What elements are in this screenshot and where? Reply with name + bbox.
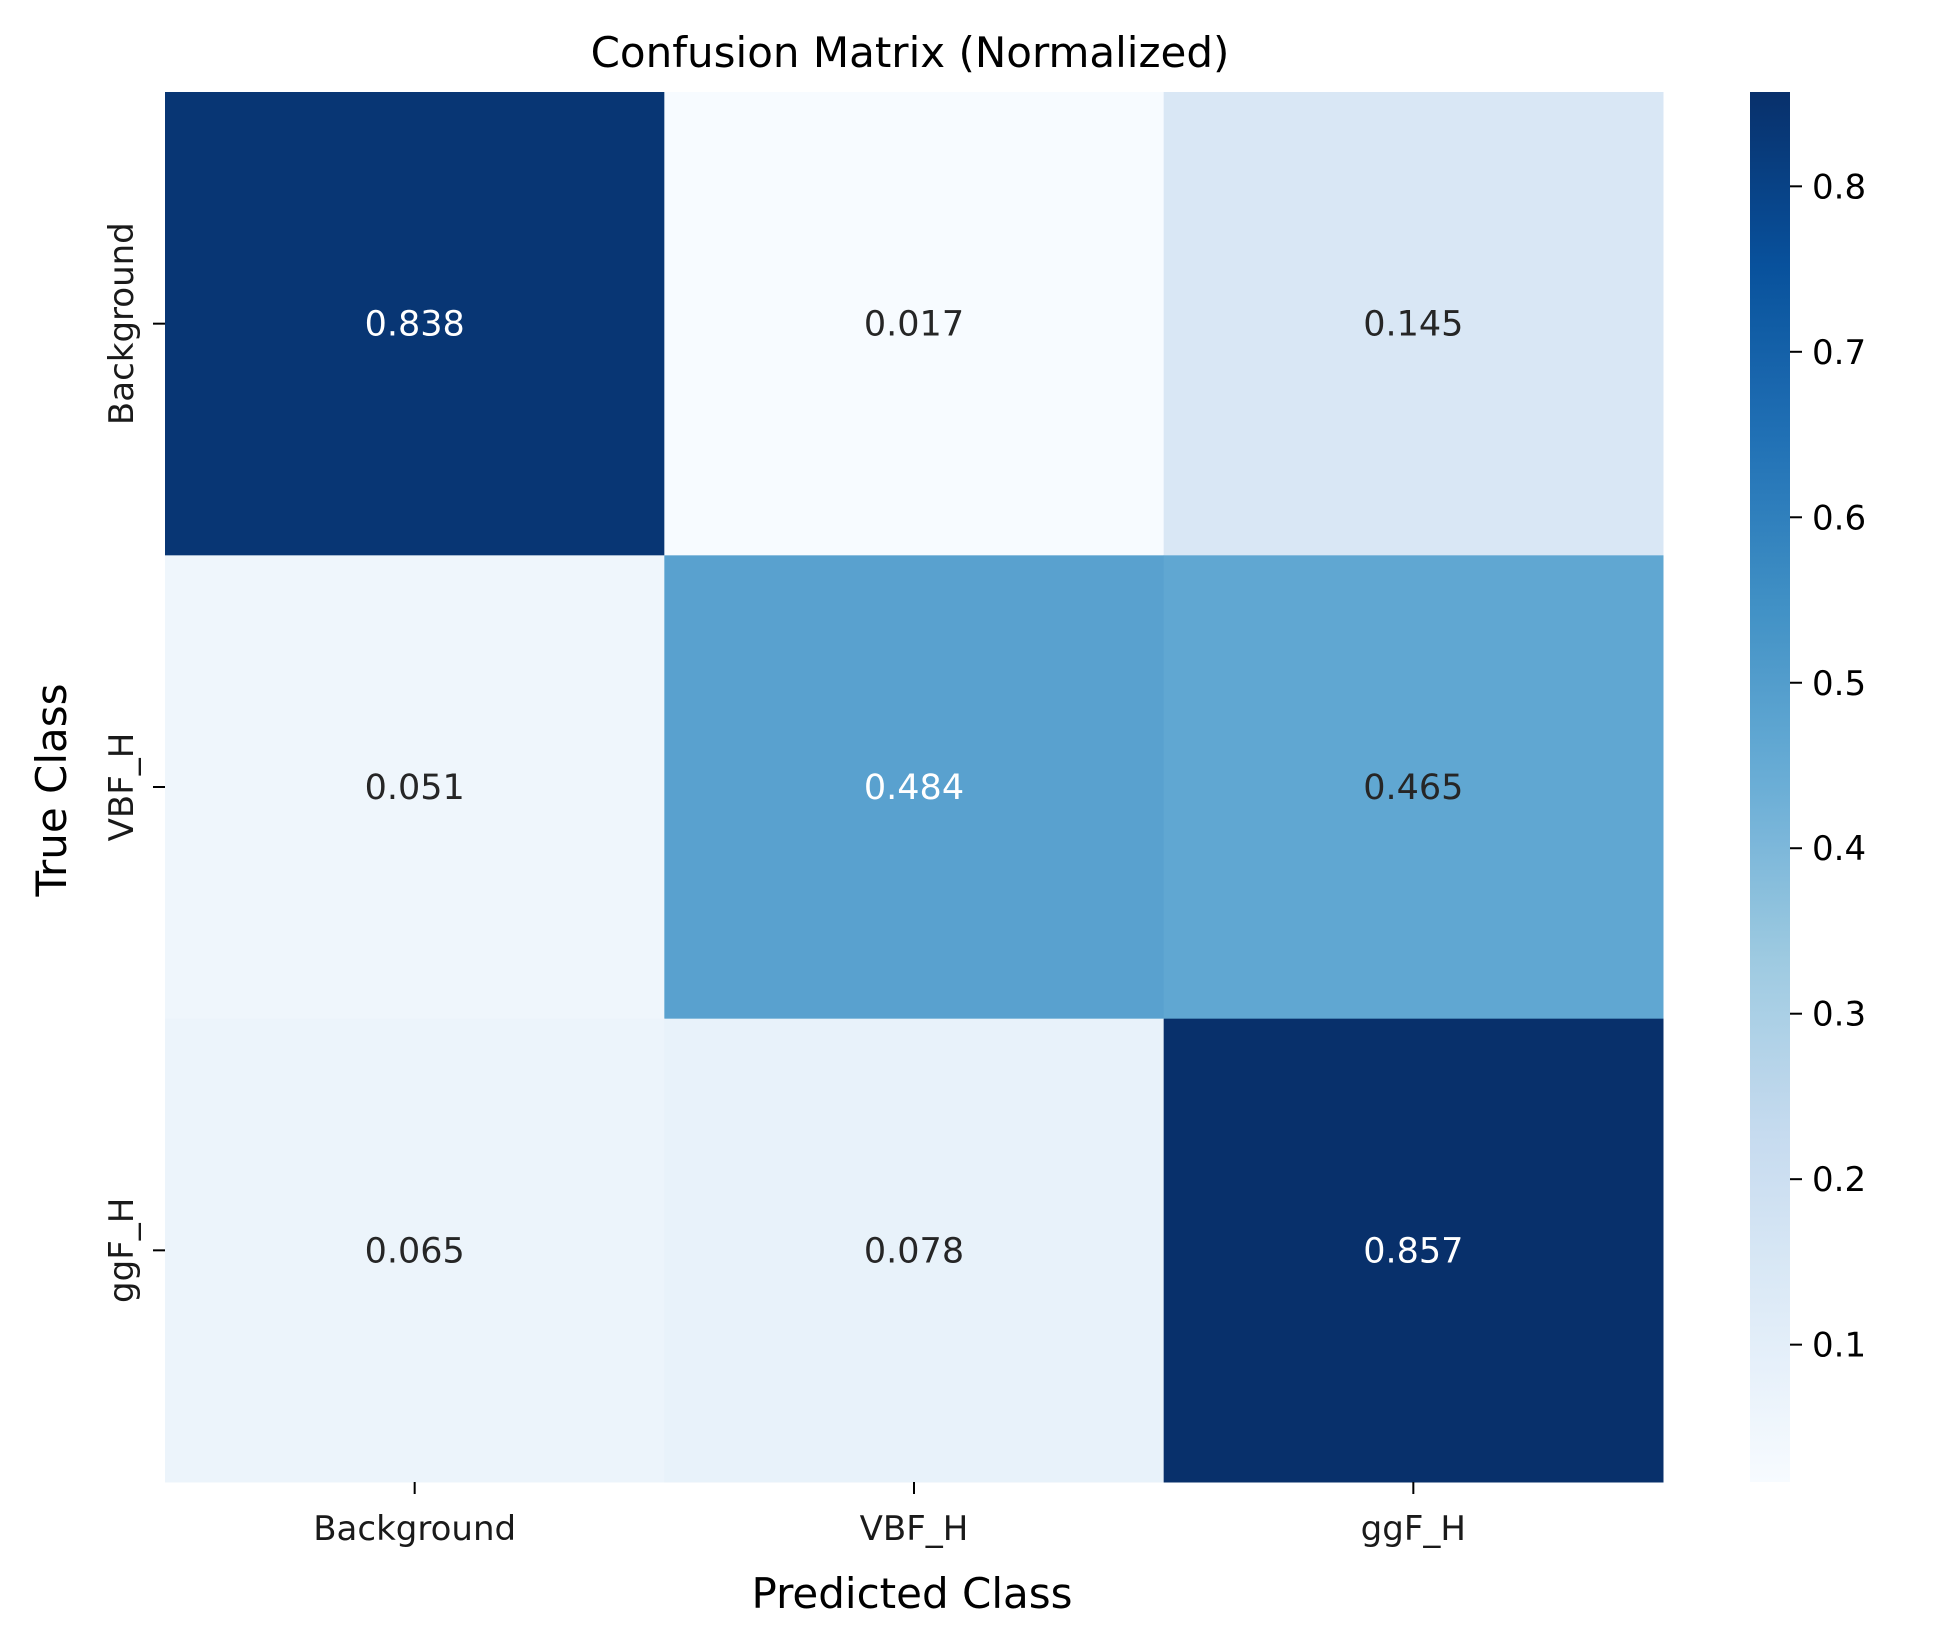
cell-value-label: 0.465: [1363, 768, 1463, 808]
heatmap-cell: [664, 555, 1165, 1020]
heatmap-cell-labels: 0.838 0.017 0.145 0.051 0.484 0.465 0.065 0.078…: [365, 305, 1464, 1272]
heatmap-cell: [1163, 92, 1664, 556]
x-axis: Background VBF_H ggF_H: [313, 1482, 1466, 1549]
cell-value-label: 0.065: [365, 1231, 465, 1271]
colorbar-tick-label: 0.3: [1812, 995, 1866, 1035]
x-tick-label: VBF_H: [860, 1509, 969, 1549]
cell-value-label: 0.857: [1363, 1231, 1463, 1271]
cell-value-label: 0.838: [365, 305, 465, 345]
heatmap-cell: [1163, 555, 1664, 1020]
colorbar-tick-label: 0.5: [1812, 664, 1866, 704]
colorbar-tick-label: 0.1: [1812, 1326, 1866, 1366]
colorbar: [1750, 92, 1790, 1482]
cell-value-label: 0.078: [864, 1231, 964, 1271]
cell-value-label: 0.051: [365, 768, 465, 808]
chart-title: Confusion Matrix (Normalized): [591, 28, 1230, 77]
y-tick-label: Background: [102, 222, 142, 425]
colorbar-tick-label: 0.7: [1812, 333, 1866, 373]
y-axis: Background VBF_H ggF_H: [102, 222, 165, 1303]
cell-value-label: 0.145: [1363, 305, 1463, 345]
heatmap-cells: [165, 92, 1664, 1483]
colorbar-tick-label: 0.2: [1812, 1160, 1866, 1200]
x-axis-title: Predicted Class: [751, 1569, 1072, 1618]
heatmap-cell: [165, 555, 665, 1020]
y-tick-label: VBF_H: [102, 733, 142, 842]
x-tick-label: Background: [313, 1509, 516, 1549]
heatmap-cell: [165, 1018, 665, 1483]
y-tick-label: ggF_H: [102, 1198, 142, 1303]
colorbar-tick-label: 0.6: [1812, 498, 1866, 538]
heatmap-cell: [664, 1018, 1165, 1483]
cell-value-label: 0.484: [864, 768, 964, 808]
colorbar-tick-label: 0.8: [1812, 167, 1866, 207]
colorbar-tick-label: 0.4: [1812, 829, 1866, 869]
heatmap-cell: [165, 92, 665, 556]
y-axis-title: True Class: [27, 683, 76, 897]
heatmap-cell: [1163, 1018, 1664, 1483]
cell-value-label: 0.017: [864, 305, 964, 345]
colorbar-axis: 0.1 0.2 0.3 0.4 0.5 0.6 0.7 0.8: [1790, 167, 1866, 1366]
heatmap-cell: [664, 92, 1165, 556]
x-tick-label: ggF_H: [1361, 1509, 1466, 1549]
